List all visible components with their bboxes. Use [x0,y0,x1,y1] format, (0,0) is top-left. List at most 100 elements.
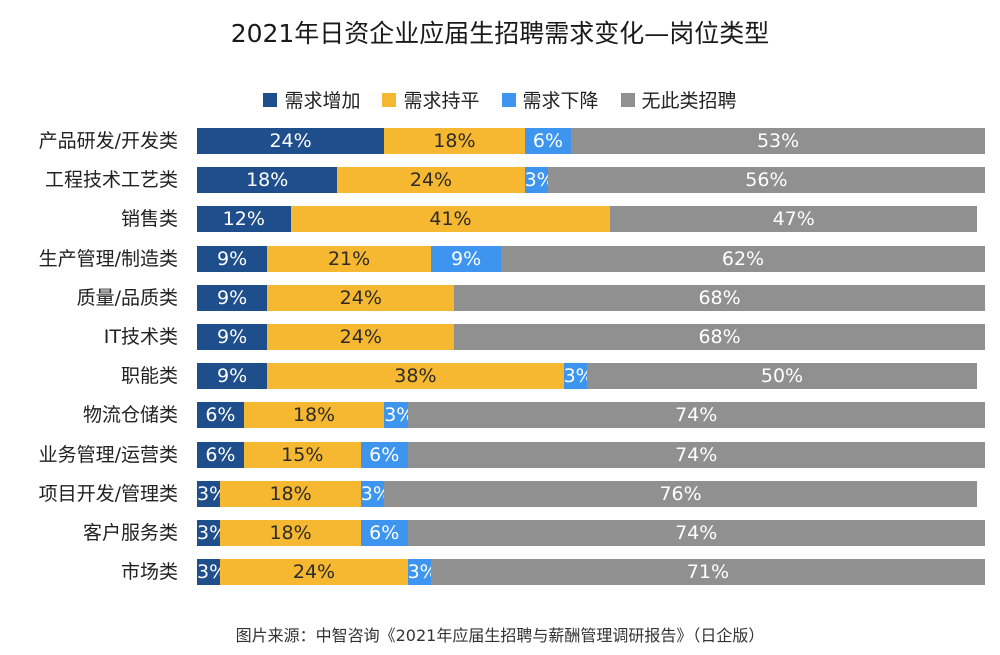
bar-segment: 18% [220,520,361,546]
bar-row: 6% 15% 6% 74% [197,441,985,468]
data-label: 71% [686,561,730,584]
data-label: 9% [217,247,248,270]
bar-row: 3% 24% 3% 71% [197,559,985,586]
bar-segment: 68% [454,284,985,311]
data-label: 3% [563,365,594,388]
data-label: 3% [524,169,555,192]
bar-row: 24% 18% 6% 53% [197,128,985,154]
source-note: 图片来源：中智咨询《2021年应届生招聘与薪酬管理调研报告》（日企版） [235,626,765,645]
data-label: 18% [292,404,336,427]
category-label: 项目开发/管理类 [38,482,178,505]
legend: 需求增加 需求持平 需求下降 无此类招聘 [0,86,1000,113]
bar-row: 6% 18% 3% 74% [197,402,985,429]
category-label: 产品研发/开发类 [38,130,178,152]
bar-segment: 24% [267,284,455,311]
bar-segment: 9% [197,363,268,390]
data-label: 3% [197,482,228,505]
bar-segment: 21% [267,245,431,272]
bar-segment: 9% [197,245,268,272]
legend-swatch [382,92,397,107]
bar-segment: 6% [197,402,244,429]
bar-segment: 38% [267,363,564,390]
bar-segment: 6% [360,520,408,546]
data-label: 6% [205,404,236,427]
data-label: 47% [772,208,815,231]
data-label: 15% [281,443,324,466]
data-label: 18% [269,482,312,505]
data-label: 18% [433,130,476,152]
data-label: 18% [269,522,312,544]
data-label: 68% [698,326,741,348]
bar-segment: 18% [384,128,525,154]
bar-segment: 12% [197,206,291,233]
category-label: 市场类 [120,561,178,584]
legend-swatch [620,92,635,107]
data-label: 9% [451,247,482,270]
chart-title: 2021年日资企业应届生招聘需求变化—岗位类型 [230,19,770,48]
bar-segment: 3% [384,402,414,429]
legend-swatch [263,92,278,107]
data-label: 9% [217,286,248,309]
data-label: 12% [222,208,265,231]
bar-segment: 3% [197,559,227,586]
bar-segment: 9% [431,245,502,272]
bar-segment: 50% [587,363,977,390]
category-label: 职能类 [120,365,178,388]
bar-segment: 24% [267,324,455,350]
legend-label: 需求持平 [403,90,480,112]
legend-label: 需求增加 [284,90,361,112]
data-label: 24% [339,326,382,348]
bar-row: 9% 21% 9% 62% [197,245,985,272]
bar-row: 18% 24% 3% 56% [197,167,985,194]
data-label: 24% [292,561,336,584]
data-label: 24% [269,130,312,152]
data-label: 62% [721,247,765,270]
category-label: 客户服务类 [82,522,178,544]
bar-segment: 3% [563,363,594,390]
bar-segment: 24% [197,128,385,154]
data-label: 6% [532,130,564,152]
bar-segment: 3% [197,480,227,507]
bar-segment: 24% [220,559,408,586]
category-label: 物流仓储类 [82,404,178,427]
legend-item: 需求下降 [501,86,599,113]
bar-segment: 9% [197,324,268,350]
data-label: 74% [675,404,718,427]
bar-segment: 47% [610,206,977,233]
bar-segment: 74% [407,441,985,468]
legend-label: 无此类招聘 [641,90,737,112]
bar-segment: 6% [197,441,244,468]
category-label: 质量/品质类 [76,286,178,309]
data-label: 50% [760,365,804,388]
data-label: 41% [429,208,472,231]
bar-segment: 18% [220,480,361,507]
bar-segment: 18% [243,402,385,429]
data-label: 3% [407,561,438,584]
bar-segment: 41% [290,206,611,233]
data-label: 56% [745,169,788,192]
data-label: 3% [197,522,228,544]
legend-swatch [501,92,516,107]
data-label: 76% [659,482,702,505]
bar-segment: 9% [197,284,268,311]
bar-row: 12% 41% 47% [197,206,977,233]
bar-segment: 24% [337,167,525,194]
bar-segment: 62% [501,245,985,272]
category-label: 业务管理/运营类 [38,443,178,466]
bar-segment: 6% [360,441,408,468]
data-label: 6% [205,443,236,466]
data-label: 9% [217,365,248,388]
data-label: 24% [409,169,453,192]
data-label: 6% [369,443,400,466]
bar-row: 3% 18% 3% 76% [197,480,977,507]
data-label: 68% [698,286,741,309]
legend-label: 需求下降 [522,90,599,112]
data-label: 3% [384,404,415,427]
bar-segment: 56% [548,167,985,194]
bar-segment: 3% [197,520,227,546]
legend-item: 无此类招聘 [620,86,737,113]
legend-item: 需求增加 [263,86,360,113]
data-label: 74% [675,522,718,544]
data-label: 3% [360,482,391,505]
